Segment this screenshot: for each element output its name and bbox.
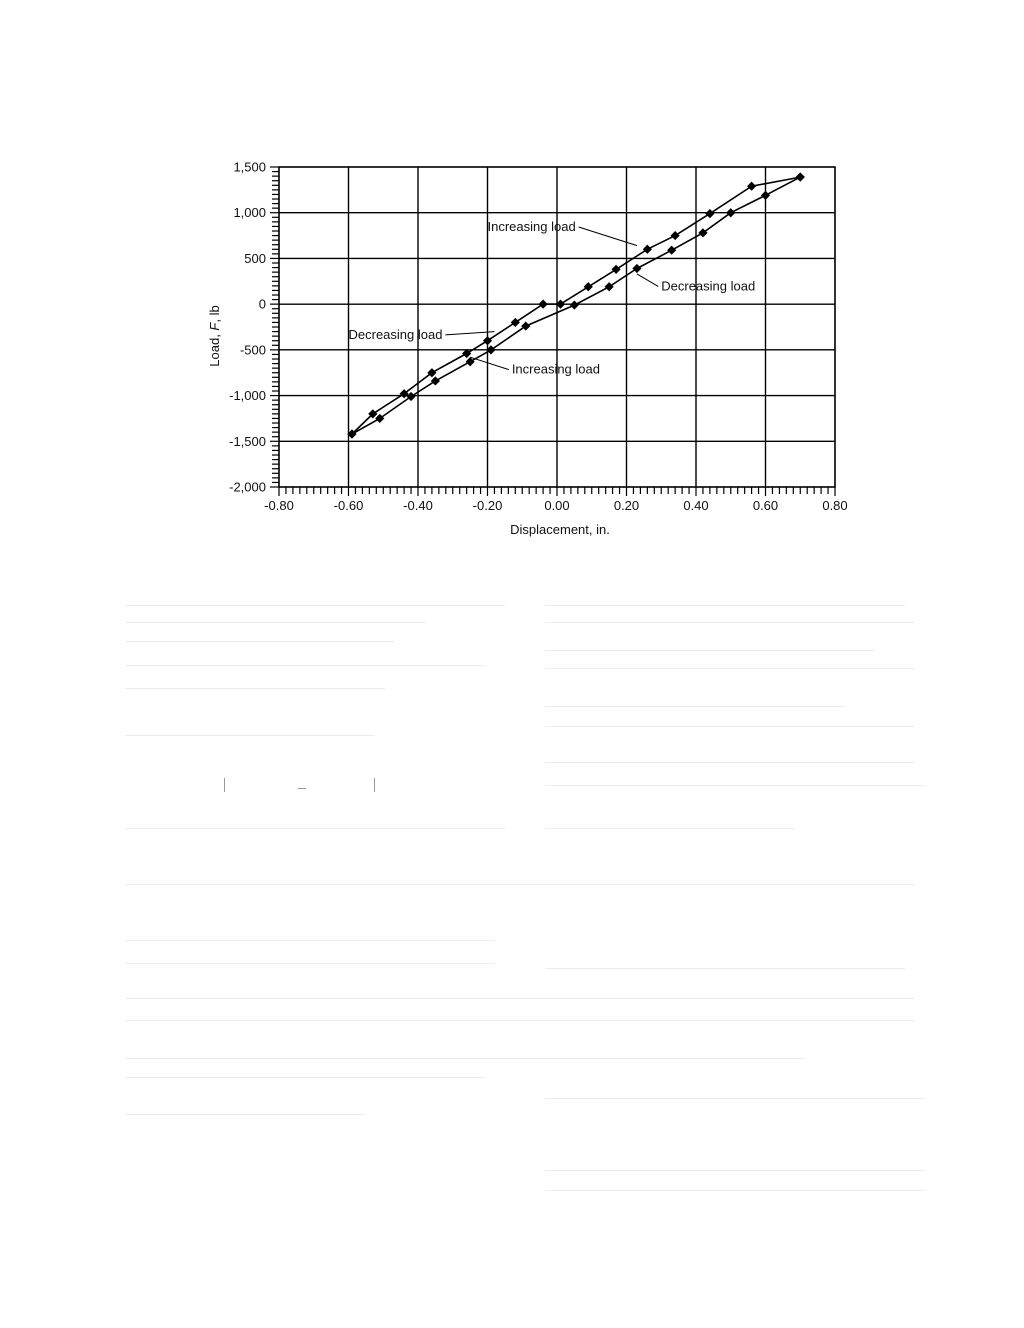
data-point <box>375 413 385 424</box>
y-tick-label: -500 <box>240 342 266 357</box>
data-point <box>462 348 472 359</box>
data-point <box>747 181 757 191</box>
data-point <box>667 245 677 255</box>
data-point <box>465 357 475 367</box>
faint-text-line <box>125 1020 915 1021</box>
data-point <box>399 389 409 399</box>
y-tick-label: 0 <box>259 297 266 312</box>
data-point <box>632 263 642 274</box>
x-tick-label: 0.80 <box>822 498 847 513</box>
faint-text-line <box>125 884 915 885</box>
data-point <box>406 391 416 402</box>
x-tick-label: 0.60 <box>753 498 778 513</box>
data-point <box>482 336 493 346</box>
y-tick-label: -1,500 <box>229 434 266 449</box>
faint-text-line <box>125 963 495 964</box>
x-axis-title: Displacement, in. <box>510 522 610 537</box>
annotation-leader <box>469 356 509 371</box>
y-axis-title-part: Load, <box>207 331 222 367</box>
annotations: Increasing load Decreasing load Decreasing… <box>349 219 756 377</box>
chart-area: -0.80 -0.60 -0.40 -0.20 0.00 0.20 0.40 0.60 0.80… <box>0 0 1024 560</box>
x-tick-label: -0.20 <box>473 498 503 513</box>
data-point <box>583 282 593 292</box>
faint-text-line <box>545 622 915 623</box>
annotation-leader <box>445 331 495 336</box>
faint-text-line <box>125 605 505 606</box>
minor-ticks <box>270 166 836 496</box>
annotation-label: Increasing load <box>488 219 576 234</box>
data-point <box>427 368 437 378</box>
faint-text-line <box>545 762 915 763</box>
data-point <box>555 299 566 309</box>
data-point <box>538 299 548 309</box>
y-tick-label: -2,000 <box>229 480 266 495</box>
faint-text-line <box>545 668 915 669</box>
faint-text-line <box>125 641 395 642</box>
annotation-label: Decreasing load <box>349 327 443 342</box>
faint-equation-mark <box>224 778 225 792</box>
data-point <box>510 317 520 328</box>
faint-equation-mark <box>298 788 306 789</box>
data-point <box>611 264 621 274</box>
faint-text-line <box>125 940 495 941</box>
faint-text-line <box>545 1190 925 1191</box>
data-point <box>604 282 614 292</box>
faint-text-line <box>545 1170 925 1171</box>
x-tick-label: 0.40 <box>683 498 708 513</box>
annotation-label: Decreasing load <box>661 278 755 293</box>
faint-text-line <box>125 688 385 689</box>
faint-equation-mark <box>374 778 375 792</box>
annotation-label: Increasing load <box>512 362 600 377</box>
y-tick-label: 1,500 <box>233 160 266 175</box>
faint-text-line <box>125 665 485 666</box>
series-line-1 <box>351 176 801 435</box>
data-point <box>521 321 531 331</box>
x-tick-label: 0.00 <box>544 498 569 513</box>
data-point <box>670 230 680 241</box>
x-tick-labels: -0.80 -0.60 -0.40 -0.20 0.00 0.20 0.40 0.60 0.80 <box>264 498 847 513</box>
faint-text-line <box>125 622 425 623</box>
faint-text-line <box>125 998 915 999</box>
data-point <box>642 244 652 254</box>
annotation-leader <box>636 273 659 287</box>
faint-text-line <box>545 650 875 651</box>
data-point <box>430 376 440 386</box>
faint-text-line <box>125 1077 485 1078</box>
data-point <box>726 208 736 218</box>
grid <box>279 167 835 487</box>
faint-text-line <box>125 1114 365 1115</box>
y-axis-title-variable: F <box>207 322 222 331</box>
data-point <box>698 228 708 238</box>
annotation-leader <box>578 226 638 247</box>
data-point <box>368 409 378 419</box>
x-tick-label: 0.20 <box>614 498 639 513</box>
faint-text-line <box>545 968 905 969</box>
data-point <box>760 190 771 200</box>
x-tick-label: -0.60 <box>334 498 364 513</box>
data-point <box>795 172 805 182</box>
data-point <box>486 345 496 355</box>
x-tick-label: -0.80 <box>264 498 294 513</box>
y-axis-title: Load, F, lb <box>207 305 222 366</box>
load-displacement-chart: -0.80 -0.60 -0.40 -0.20 0.00 0.20 0.40 0.60 0.80… <box>207 160 848 538</box>
faint-text-line <box>545 828 795 829</box>
data-point <box>569 300 579 310</box>
data-points <box>347 172 805 439</box>
x-tick-label: -0.40 <box>403 498 433 513</box>
y-tick-label: 500 <box>244 251 266 266</box>
faint-text-line <box>545 785 925 786</box>
faint-text-line <box>545 1098 925 1099</box>
y-axis-title-unit: , lb <box>207 305 222 322</box>
faint-text-line <box>545 605 905 606</box>
y-tick-label: 1,000 <box>233 205 266 220</box>
data-point <box>347 429 357 439</box>
faint-text-line <box>125 1058 805 1059</box>
y-tick-labels: -2,000 -1,500 -1,000 -500 0 500 1,000 1,500 <box>229 160 266 495</box>
faint-text-line <box>125 828 505 829</box>
y-tick-label: -1,000 <box>229 388 266 403</box>
data-point <box>705 209 715 219</box>
faint-text-line <box>125 735 375 736</box>
faint-text-line <box>545 726 915 727</box>
faint-text-line <box>545 706 845 707</box>
